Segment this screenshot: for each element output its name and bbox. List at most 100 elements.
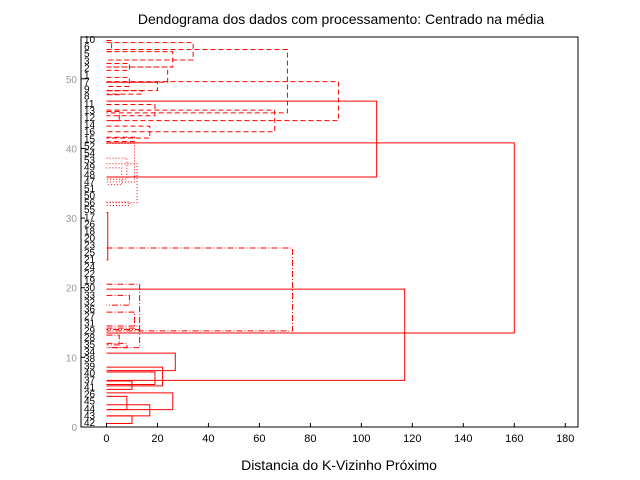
leaf-label-21: 51 <box>84 184 96 195</box>
leaf-label-46: 39 <box>84 361 96 372</box>
dendrogram-link-24 <box>106 283 141 330</box>
dendrogram-link-30 <box>106 352 176 372</box>
leaf-label-38: 36 <box>84 305 96 316</box>
dendrogram-link-18 <box>106 157 128 180</box>
chart-title: Dendograma dos dados com processamento: … <box>138 11 544 27</box>
dendrogram-link-17 <box>106 143 136 183</box>
leaf-label-25: 17 <box>84 212 96 223</box>
leaf-label-34: 19 <box>84 276 96 287</box>
leaf-label-51: 45 <box>84 397 96 408</box>
dendrogram-link-38 <box>106 288 406 381</box>
leaf-label-4: 2 <box>84 63 90 74</box>
leaf-label-40: 31 <box>84 319 96 330</box>
dendrogram-link-32 <box>106 371 156 386</box>
x-tick-label-9: 180 <box>556 433 574 445</box>
leaf-label-8: 8 <box>84 92 90 103</box>
leaf-label-53: 43 <box>84 411 96 422</box>
leaf-label-1: 6 <box>84 42 90 53</box>
leaf-label-39: 27 <box>84 312 96 323</box>
dendrogram-link-7 <box>106 90 143 95</box>
leaf-label-54: 42 <box>84 418 96 429</box>
leaf-label-47: 40 <box>84 368 96 379</box>
x-tick-label-5: 100 <box>352 433 370 445</box>
leaf-label-22: 50 <box>84 191 96 202</box>
leaf-label-23: 56 <box>84 198 96 209</box>
dendrogram-link-25 <box>106 294 130 306</box>
x-tick-label-0: 0 <box>103 433 109 445</box>
y-tick-label-0: 0 <box>71 423 77 434</box>
y-tick-label-1: 10 <box>66 353 78 364</box>
dendrogram-link-39 <box>106 142 515 334</box>
leaf-labels: 1065321798111312141615525453494847515056… <box>84 35 96 429</box>
leaf-label-29: 23 <box>84 241 96 252</box>
leaf-label-33: 22 <box>84 269 96 280</box>
leaf-label-14: 15 <box>84 134 96 145</box>
dendrogram-link-34 <box>106 392 174 411</box>
leaf-label-48: 37 <box>84 375 96 386</box>
dendrogram-link-16 <box>106 100 378 178</box>
leaf-label-7: 9 <box>84 85 90 96</box>
dendrogram-link-33 <box>106 380 133 390</box>
leaf-label-2: 5 <box>84 49 90 60</box>
leaf-label-43: 35 <box>84 340 96 351</box>
leaf-label-19: 48 <box>84 170 96 181</box>
x-tick-label-1: 20 <box>151 433 163 445</box>
y-axis-ticks: 0 10 20 30 40 50 <box>66 75 85 434</box>
dendrogram-link-1 <box>106 42 194 61</box>
x-tick-label-7: 140 <box>454 433 472 445</box>
leaf-label-30: 25 <box>84 248 96 259</box>
leaf-label-24: 55 <box>84 205 96 216</box>
dendrogram-link-19 <box>106 167 123 186</box>
dendrogram-link-5 <box>106 76 130 87</box>
x-axis-label: Distancia do K-Vizinho Próximo <box>241 457 437 473</box>
dendrogram-link-36 <box>106 404 151 417</box>
dendrogram-link-27 <box>106 325 141 349</box>
x-tick-label-3: 60 <box>253 433 265 445</box>
leaf-label-36: 33 <box>84 290 96 301</box>
dendrogram-link-37 <box>106 415 133 425</box>
leaf-label-12: 14 <box>84 120 96 131</box>
x-tick-label-2: 40 <box>202 433 214 445</box>
leaf-label-26: 26 <box>84 219 96 230</box>
leaf-label-6: 7 <box>84 78 90 89</box>
leaf-label-50: 26 <box>84 390 96 401</box>
leaf-label-10: 13 <box>84 106 96 117</box>
leaf-label-52: 44 <box>84 404 96 415</box>
x-tick-label-6: 120 <box>403 433 421 445</box>
dendrogram-link-3 <box>106 62 130 71</box>
dendrogram-link-31 <box>106 366 164 387</box>
dendrogram-link-29 <box>106 342 128 349</box>
plot-area-frame <box>80 36 579 428</box>
leaf-label-45: 38 <box>84 354 96 365</box>
leaf-label-15: 52 <box>84 141 96 152</box>
leaf-label-27: 18 <box>84 227 96 238</box>
leaf-label-44: 34 <box>84 347 96 358</box>
x-tick-label-8: 160 <box>505 433 523 445</box>
dendrogram-link-4 <box>106 66 169 83</box>
leaf-label-37: 32 <box>84 297 96 308</box>
dendrogram-link-14 <box>106 109 276 133</box>
dendrogram-link-2 <box>106 51 174 68</box>
y-tick-label-4: 40 <box>66 144 78 155</box>
y-tick-label-2: 20 <box>66 284 78 295</box>
dendrogram-link-11 <box>106 104 156 117</box>
leaf-label-41: 29 <box>84 326 96 337</box>
dendrogram-link-20 <box>106 201 130 207</box>
leaf-label-28: 20 <box>84 234 96 245</box>
dendrogram-link-21 <box>106 163 138 204</box>
dendrogram-link-23 <box>106 247 294 332</box>
leaf-label-17: 53 <box>84 156 96 167</box>
dendrogram-link-22 <box>106 212 109 261</box>
leaf-label-42: 28 <box>84 333 96 344</box>
leaf-label-35: 30 <box>84 283 96 294</box>
dendrogram-link-26 <box>106 311 136 329</box>
y-tick-label-3: 30 <box>66 214 78 225</box>
dendrogram-tree <box>106 39 515 425</box>
leaf-label-5: 1 <box>84 70 90 81</box>
leaf-label-3: 3 <box>84 56 90 67</box>
leaf-label-49: 41 <box>84 383 96 394</box>
leaf-label-13: 16 <box>84 127 96 138</box>
leaf-label-9: 11 <box>84 99 95 110</box>
leaf-label-11: 12 <box>84 113 96 124</box>
